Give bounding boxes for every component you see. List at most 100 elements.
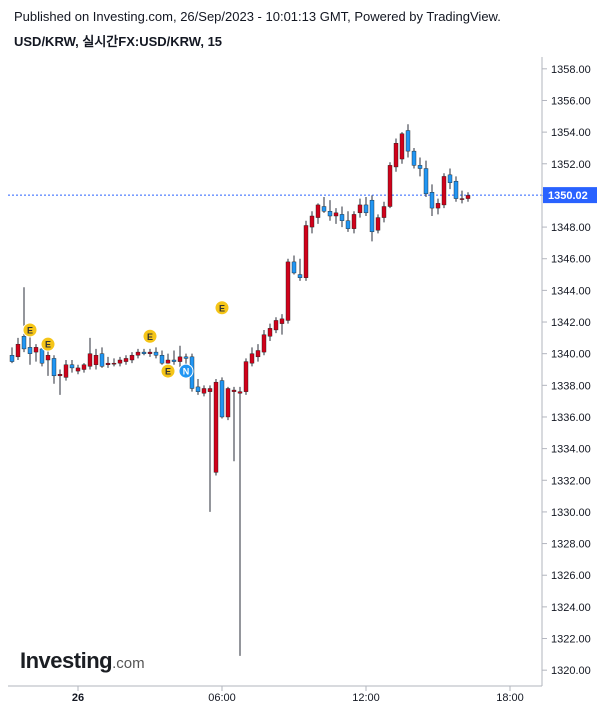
x-tick-label: 12:00	[352, 692, 380, 704]
candle-body-down	[339, 214, 345, 221]
x-tick-label: 26	[72, 692, 84, 704]
candle-body-up	[273, 320, 279, 331]
candle-body-down	[429, 192, 435, 209]
candle-body-up	[117, 359, 123, 364]
earnings-badge	[22, 322, 38, 338]
event-marker: E	[142, 328, 158, 344]
candle-body-up	[351, 214, 357, 229]
event-marker: E	[40, 336, 56, 352]
candle	[33, 344, 39, 362]
candle-body-down	[363, 204, 369, 214]
candle	[69, 360, 75, 373]
candle	[357, 198, 363, 218]
candle	[57, 369, 63, 395]
candle	[207, 385, 213, 512]
x-tick-label: 06:00	[208, 692, 236, 704]
candle	[405, 124, 411, 158]
candle-body-down	[27, 347, 33, 354]
candles	[9, 124, 471, 656]
candle	[267, 323, 273, 342]
y-tick-label: 1326.00	[551, 570, 591, 582]
candle	[117, 356, 123, 367]
candle-body-down	[195, 386, 201, 392]
candle	[237, 386, 243, 656]
candle-body-up	[255, 350, 261, 358]
candle	[273, 317, 279, 334]
candle-body-down	[453, 180, 459, 199]
news-badge	[178, 363, 194, 379]
candle-body-up	[285, 261, 291, 321]
candle	[87, 337, 93, 370]
candle	[141, 348, 147, 356]
event-badge-label: E	[165, 367, 171, 377]
candle-body-up	[15, 343, 21, 358]
candle	[363, 197, 369, 216]
y-tick-label: 1322.00	[551, 634, 591, 646]
candle-body-up	[231, 389, 237, 392]
event-badge-label: E	[45, 340, 51, 350]
candle	[153, 347, 159, 359]
candle-body-up	[243, 361, 249, 392]
y-tick-label: 1340.00	[551, 349, 591, 361]
last-price-label: 1350.02	[548, 190, 588, 202]
earnings-badge	[40, 336, 56, 352]
candle-body-down	[321, 206, 327, 212]
candle-body-down	[345, 220, 351, 229]
candle	[465, 192, 471, 202]
candle	[213, 378, 219, 476]
axes: 1320.00 1322.00 1324.00 1326.00 1328.00 1330.…	[8, 57, 597, 704]
candle-body-up	[465, 195, 471, 199]
candle-body-down	[9, 355, 15, 362]
candle-body-up	[165, 359, 171, 364]
candle	[369, 195, 375, 242]
candle-body-up	[57, 374, 63, 377]
candle-body-up	[225, 388, 231, 418]
candle	[345, 211, 351, 232]
candle-body-up	[315, 204, 321, 218]
symbol-title: USD/KRW, 실시간FX:USD/KRW, 15	[14, 34, 223, 49]
candle	[429, 184, 435, 216]
y-tick-label: 1354.00	[551, 127, 591, 139]
y-tick-label: 1330.00	[551, 507, 591, 519]
y-tick-label: 1342.00	[551, 317, 591, 329]
candle	[351, 211, 357, 234]
candle-body-down	[447, 174, 453, 183]
candle-body-down	[141, 351, 147, 354]
candle-body-up	[93, 355, 99, 365]
candle	[27, 333, 33, 365]
y-tick-label: 1358.00	[551, 64, 591, 76]
candle	[435, 198, 441, 215]
candle	[201, 385, 207, 397]
candle-body-down	[411, 150, 417, 166]
candle	[261, 329, 267, 356]
candle-body-down	[39, 348, 45, 364]
candle-body-up	[387, 165, 393, 207]
candle-body-up	[201, 388, 207, 394]
candle-body-up	[459, 198, 465, 200]
candle-body-up	[333, 212, 339, 217]
candle	[393, 138, 399, 172]
earnings-badge	[214, 300, 230, 316]
candle	[291, 255, 297, 275]
y-tick-label: 1356.00	[551, 95, 591, 107]
candle-body-down	[99, 353, 105, 367]
candle	[81, 363, 87, 373]
candle-body-up	[357, 204, 363, 214]
candle-body-down	[417, 165, 423, 169]
event-marker: E	[22, 322, 38, 338]
candle	[297, 258, 303, 281]
candle-body-up	[33, 347, 39, 353]
candle	[381, 201, 387, 223]
candle-body-down	[369, 199, 375, 233]
candle-body-up	[129, 355, 135, 361]
candle-body-up	[309, 215, 315, 228]
candle	[447, 168, 453, 190]
candle	[459, 190, 465, 204]
candle	[75, 364, 81, 375]
logo-suffix: .com	[112, 655, 145, 672]
candle	[123, 355, 129, 365]
candle	[105, 356, 111, 368]
candle-body-up	[375, 217, 381, 231]
x-tick-label: 18:00	[496, 692, 524, 704]
